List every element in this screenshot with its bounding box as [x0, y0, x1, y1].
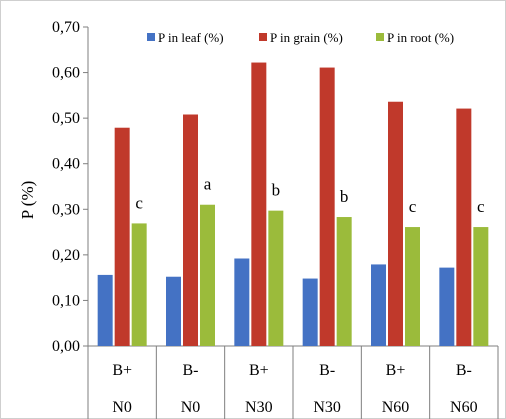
bar-root	[268, 210, 284, 346]
bar-grain	[183, 114, 198, 346]
bar-grain	[388, 101, 403, 346]
category-label-line2: N60	[382, 399, 410, 416]
legend-entry: P in leaf (%)	[158, 30, 224, 45]
bar-leaf	[166, 276, 181, 346]
bar-grain	[456, 108, 472, 346]
y-tick-label: 0,20	[52, 247, 80, 264]
category-label-line1: B+	[386, 362, 406, 379]
bar-grain	[114, 127, 130, 346]
category-label-line2: N60	[450, 399, 478, 416]
y-tick-label: 0,60	[52, 65, 80, 82]
y-tick-label: 0,40	[52, 156, 80, 173]
bar-leaf	[234, 258, 250, 346]
y-tick-label: 0,10	[52, 292, 80, 309]
legend-swatch	[259, 33, 267, 41]
category-label-line1: B+	[112, 362, 132, 379]
labels: 0,00 0,10 0,20 0,30 0,40 0,50 0,60 0,70 c B+ N0 a B-…	[52, 19, 485, 416]
bar-grain	[319, 67, 335, 347]
bar-root	[473, 227, 489, 346]
significance-label: a	[204, 175, 212, 194]
category-label-line2: N0	[112, 399, 132, 416]
bar-leaf	[302, 278, 318, 346]
category-label-line2: N30	[313, 399, 341, 416]
bar-leaf	[439, 267, 455, 346]
significance-label: c	[409, 197, 417, 216]
bar-grain	[251, 62, 267, 346]
category-label-line1: B-	[319, 362, 335, 379]
legend-entry: P in root (%)	[387, 30, 454, 45]
bars	[97, 62, 489, 347]
significance-label: c	[477, 197, 485, 216]
category-label-line1: B+	[249, 362, 269, 379]
bar-root	[131, 223, 147, 346]
bar-leaf	[371, 264, 386, 346]
bar-root	[200, 204, 215, 346]
y-tick-label: 0,50	[52, 110, 80, 127]
category-label-line1: B-	[183, 362, 199, 379]
significance-label: c	[135, 193, 143, 212]
legend: P in leaf (%) P in grain (%) P in root (%)	[147, 30, 454, 45]
significance-label: b	[340, 187, 349, 206]
category-label-line2: N0	[181, 399, 201, 416]
legend-swatch	[376, 33, 384, 41]
y-tick-label: 0,30	[52, 201, 80, 218]
bar-root	[405, 227, 420, 346]
significance-label: b	[272, 181, 281, 200]
legend-swatch	[147, 33, 155, 41]
axes	[83, 26, 499, 419]
category-label-line1: B-	[456, 362, 472, 379]
bar-leaf	[97, 274, 113, 346]
y-tick-label: 0,00	[52, 338, 80, 355]
y-axis-label: P (%)	[18, 181, 37, 220]
legend-entry: P in grain (%)	[270, 30, 343, 45]
bar-root	[336, 217, 352, 346]
y-tick-label: 0,70	[52, 19, 80, 36]
category-label-line2: N30	[245, 399, 273, 416]
